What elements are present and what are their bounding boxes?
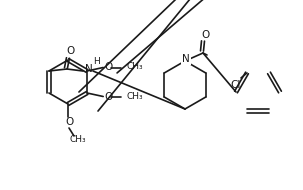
Text: N: N xyxy=(85,64,93,74)
Text: CH₃: CH₃ xyxy=(126,62,143,71)
Text: Cl: Cl xyxy=(231,80,241,90)
Text: O: O xyxy=(65,117,73,127)
Text: H: H xyxy=(94,58,100,66)
Text: N: N xyxy=(182,54,190,64)
Text: O: O xyxy=(67,46,75,56)
Text: CH₃: CH₃ xyxy=(126,92,143,101)
Text: O: O xyxy=(104,92,112,101)
Text: CH₃: CH₃ xyxy=(70,135,86,145)
Text: O: O xyxy=(104,62,112,71)
Text: O: O xyxy=(202,30,210,40)
